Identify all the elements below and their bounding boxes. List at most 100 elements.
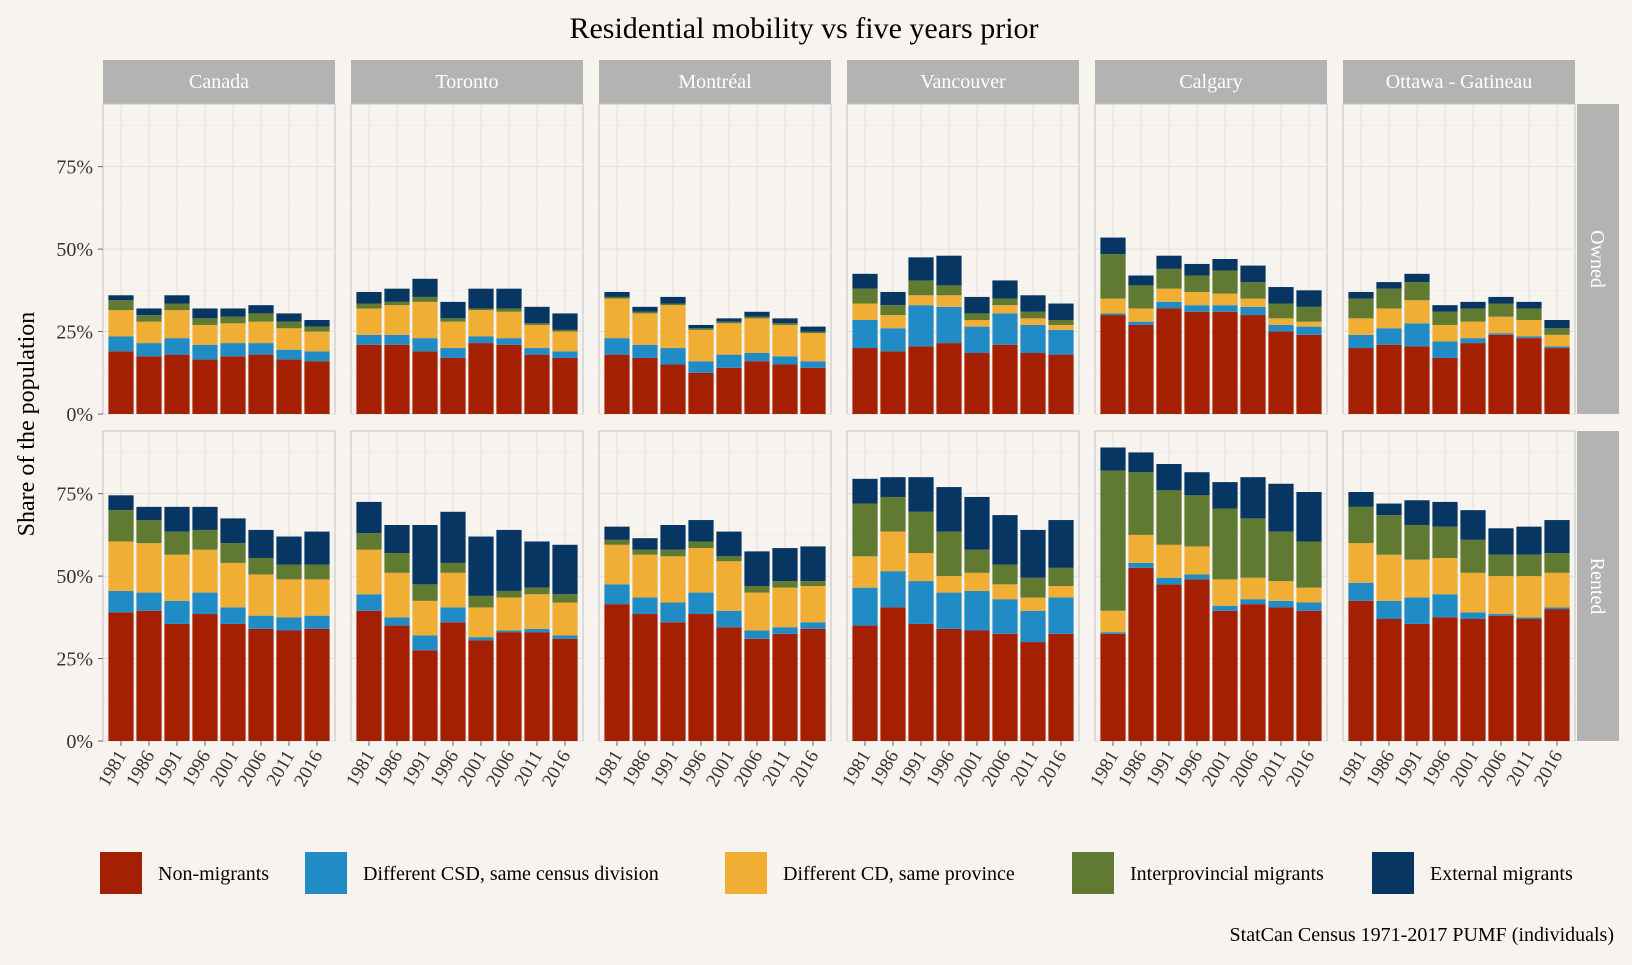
bar-non-migrants-2006 — [248, 354, 274, 414]
bar-different-cd-same-province-1986 — [880, 531, 906, 572]
bar-different-csd-same-census-division-2011 — [1020, 610, 1046, 643]
bar-non-migrants-1986 — [384, 625, 410, 741]
bar-different-csd-same-census-division-1991 — [412, 338, 438, 352]
bar-non-migrants-1991 — [164, 623, 190, 741]
bar-interprovincial-migrants-1991 — [412, 584, 438, 601]
bar-different-cd-same-province-2006 — [1488, 576, 1514, 615]
bar-interprovincial-migrants-2016 — [1296, 541, 1322, 588]
bar-external-migrants-1986 — [632, 538, 658, 550]
legend-swatch — [1372, 852, 1414, 894]
bar-external-migrants-2006 — [1240, 477, 1266, 519]
bar-external-migrants-2001 — [468, 536, 494, 596]
bar-different-csd-same-census-division-1996 — [688, 361, 714, 373]
bar-different-cd-same-province-2016 — [1544, 334, 1570, 347]
bar-external-migrants-1986 — [880, 477, 906, 497]
bar-interprovincial-migrants-1991 — [412, 296, 438, 302]
bar-non-migrants-2016 — [800, 628, 826, 741]
bar-interprovincial-migrants-2001 — [716, 321, 742, 324]
y-tick-label: 0% — [66, 404, 93, 426]
facet-strip-label: Toronto — [435, 71, 498, 93]
bar-external-migrants-1981 — [852, 273, 878, 289]
bar-non-migrants-1981 — [1348, 600, 1374, 741]
legend-label: Interprovincial migrants — [1130, 863, 1324, 885]
bar-non-migrants-2016 — [1544, 348, 1570, 414]
bar-different-cd-same-province-2016 — [304, 331, 330, 352]
facet-strip-vancouver: Vancouver — [847, 60, 1079, 104]
bar-different-csd-same-census-division-1996 — [936, 306, 962, 344]
row-strip-rented: Rented — [1577, 431, 1619, 741]
bar-different-cd-same-province-1991 — [1156, 288, 1182, 302]
bar-different-csd-same-census-division-1991 — [660, 602, 686, 623]
legend-label: Different CSD, same census division — [363, 863, 659, 885]
bar-different-cd-same-province-1986 — [1128, 308, 1154, 322]
bar-different-csd-same-census-division-2011 — [1268, 324, 1294, 332]
bar-non-migrants-2001 — [716, 627, 742, 741]
bar-external-migrants-1991 — [164, 506, 190, 532]
bar-interprovincial-migrants-2016 — [552, 594, 578, 603]
bar-external-migrants-2006 — [744, 551, 770, 586]
bar-external-migrants-1981 — [1100, 447, 1126, 471]
bar-non-migrants-1991 — [412, 351, 438, 414]
y-tick-label: 50% — [56, 239, 93, 261]
bar-different-cd-same-province-2001 — [220, 323, 246, 344]
bar-interprovincial-migrants-2016 — [1048, 567, 1074, 586]
bar-external-migrants-1991 — [1404, 273, 1430, 283]
bar-interprovincial-migrants-2001 — [220, 316, 246, 324]
legend-swatch — [725, 852, 767, 894]
bar-external-migrants-1981 — [356, 291, 382, 304]
bar-external-migrants-2001 — [220, 518, 246, 544]
bar-interprovincial-migrants-2001 — [1212, 270, 1238, 294]
bar-different-cd-same-province-2011 — [772, 587, 798, 628]
y-tick-label: 75% — [56, 484, 93, 506]
bar-different-csd-same-census-division-2011 — [524, 628, 550, 633]
bar-non-migrants-2016 — [304, 628, 330, 741]
bar-interprovincial-migrants-2001 — [1212, 508, 1238, 580]
bar-different-cd-same-province-2006 — [992, 305, 1018, 314]
bar-different-csd-same-census-division-1996 — [192, 592, 218, 615]
bar-different-cd-same-province-2001 — [1212, 579, 1238, 606]
bar-interprovincial-migrants-2006 — [1240, 518, 1266, 578]
bar-external-migrants-1996 — [936, 255, 962, 286]
bar-non-migrants-1986 — [1128, 324, 1154, 414]
bar-non-migrants-1986 — [1376, 344, 1402, 414]
bar-different-csd-same-census-division-1991 — [908, 305, 934, 347]
bar-different-cd-same-province-2016 — [1048, 586, 1074, 598]
bar-different-cd-same-province-2001 — [964, 572, 990, 591]
bar-external-migrants-1991 — [412, 278, 438, 297]
bar-different-cd-same-province-1991 — [412, 600, 438, 636]
bar-different-cd-same-province-2006 — [496, 311, 522, 339]
facet-strip-bg — [351, 60, 583, 104]
bar-interprovincial-migrants-1991 — [660, 549, 686, 557]
bar-different-cd-same-province-1991 — [908, 553, 934, 582]
bar-different-cd-same-province-1986 — [136, 543, 162, 593]
panel-montreal-owned — [598, 103, 832, 415]
bar-external-migrants-2001 — [716, 531, 742, 557]
bar-external-migrants-1996 — [1184, 472, 1210, 496]
bar-different-csd-same-census-division-2011 — [1020, 324, 1046, 353]
bar-different-cd-same-province-1991 — [660, 556, 686, 603]
bar-different-cd-same-province-2001 — [220, 562, 246, 608]
bar-different-csd-same-census-division-1991 — [908, 581, 934, 624]
bar-external-migrants-2001 — [220, 308, 246, 317]
bar-interprovincial-migrants-1981 — [852, 288, 878, 304]
bar-interprovincial-migrants-1991 — [164, 303, 190, 311]
bar-external-migrants-2006 — [744, 311, 770, 317]
bar-external-migrants-1996 — [440, 301, 466, 319]
panel-canada-rented: 0%25%50%75%19811986199119962001200620112… — [56, 430, 336, 790]
bar-different-cd-same-province-2016 — [1544, 572, 1570, 608]
bar-interprovincial-migrants-2016 — [800, 581, 826, 586]
bar-non-migrants-1991 — [1156, 584, 1182, 741]
bar-interprovincial-migrants-1986 — [880, 496, 906, 532]
bar-different-csd-same-census-division-1981 — [852, 587, 878, 626]
bar-different-cd-same-province-2016 — [1296, 587, 1322, 603]
bar-interprovincial-migrants-2006 — [992, 564, 1018, 585]
bar-external-migrants-2011 — [772, 548, 798, 582]
bar-different-cd-same-province-2011 — [1268, 581, 1294, 601]
bar-external-migrants-1996 — [1432, 501, 1458, 527]
bar-interprovincial-migrants-1986 — [632, 549, 658, 555]
bar-different-csd-same-census-division-1986 — [880, 328, 906, 352]
bar-external-migrants-2016 — [800, 546, 826, 582]
bar-non-migrants-2006 — [744, 361, 770, 414]
bar-external-migrants-2016 — [552, 313, 578, 330]
